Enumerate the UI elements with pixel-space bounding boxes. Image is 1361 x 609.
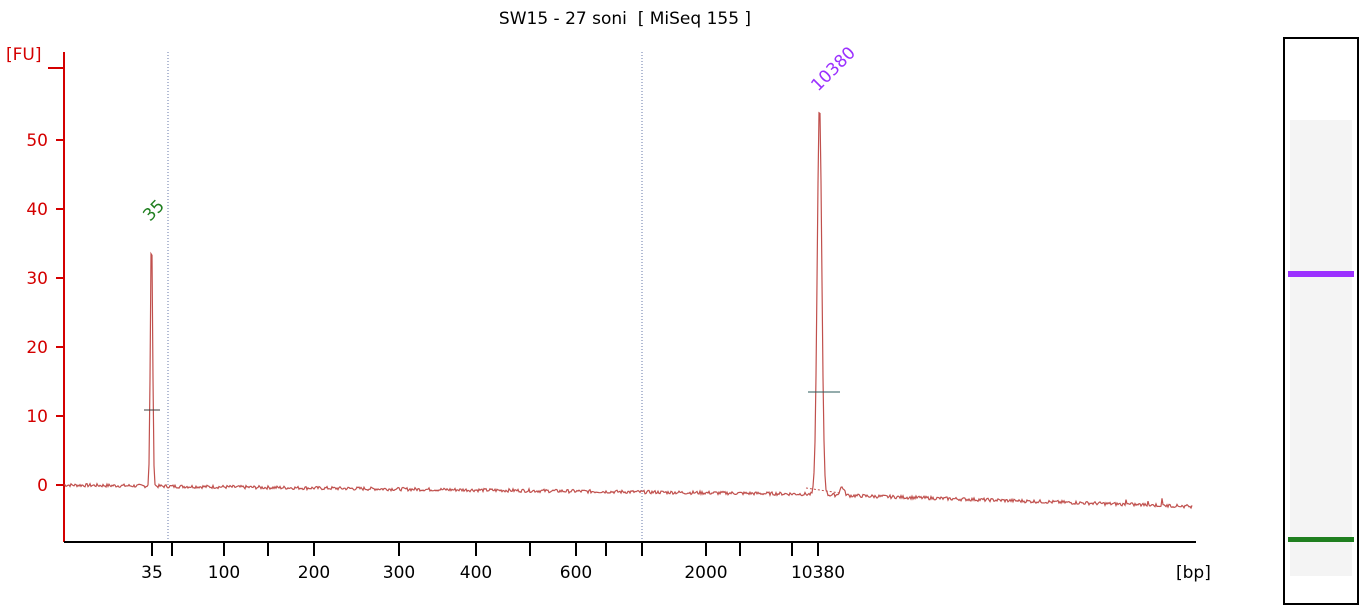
x-tick-label: 2000 (684, 563, 727, 583)
y-axis-ticks: 0 10 20 30 40 50 (26, 131, 64, 496)
x-axis-ticks: 35 100 200 300 400 600 2000 10380 (141, 542, 845, 583)
peak-label-10380: 10380 (807, 43, 859, 95)
x-tick-label: 300 (383, 563, 415, 583)
x-tick-label: 100 (208, 563, 240, 583)
gel-band-35 (1288, 537, 1354, 542)
y-tick-label: 0 (37, 476, 48, 496)
gel-band-10380 (1288, 271, 1354, 277)
y-tick-label: 50 (26, 131, 48, 151)
peak-label-35: 35 (139, 196, 168, 225)
fluorescence-trace (63, 111, 1193, 510)
x-axis-unit-label: [bp] (1176, 563, 1211, 583)
x-tick-label: 35 (141, 563, 163, 583)
y-tick-label: 10 (26, 407, 48, 427)
y-axis-unit-label: [FU] (6, 45, 42, 65)
peak-baseline (805, 487, 841, 494)
y-tick-label: 20 (26, 338, 48, 358)
y-tick-label: 30 (26, 269, 48, 289)
x-tick-label: 200 (298, 563, 330, 583)
x-tick-label: 400 (460, 563, 492, 583)
y-tick-label: 40 (26, 200, 48, 220)
chart-title: SW15 - 27 soni [ MiSeq 155 ] (499, 9, 751, 29)
x-tick-label: 600 (560, 563, 592, 583)
gel-lane-background (1290, 120, 1352, 576)
gel-lane (1283, 37, 1359, 605)
x-tick-label: 10380 (791, 563, 845, 583)
